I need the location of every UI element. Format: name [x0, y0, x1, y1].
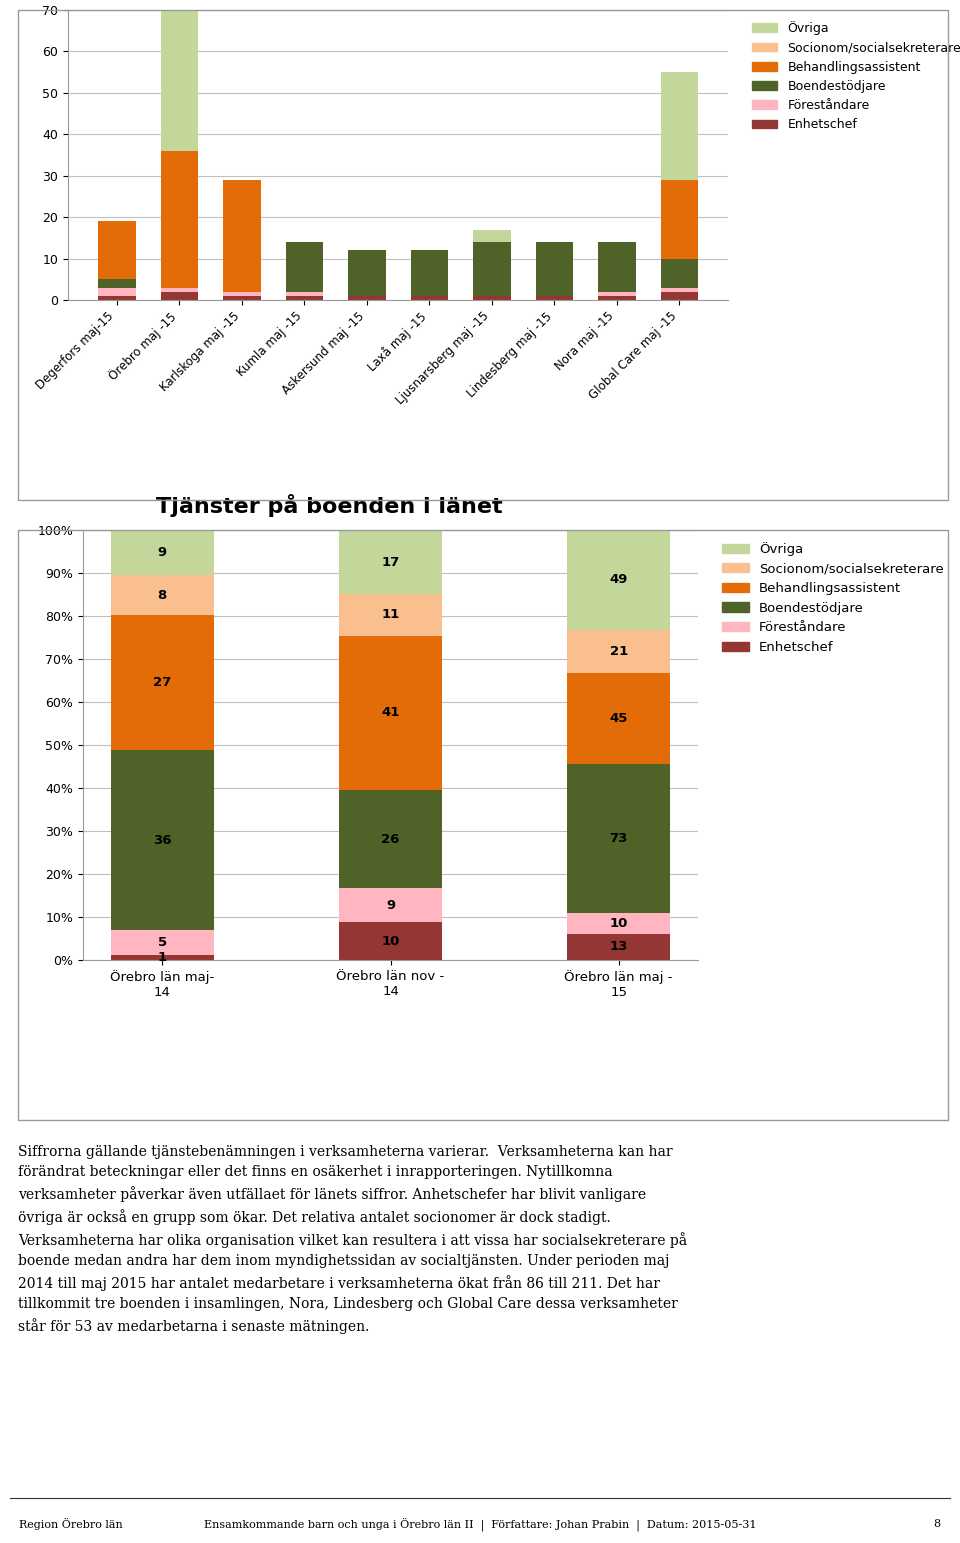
Bar — [348, 250, 386, 296]
Text: Siffrorna gällande tjänstebenämningen i verksamheterna varierar.  Verksamheterna: Siffrorna gällande tjänstebenämningen i … — [18, 1145, 687, 1335]
Text: 13: 13 — [610, 940, 628, 954]
Bar — [339, 594, 442, 636]
Bar — [98, 296, 135, 299]
Text: 26: 26 — [381, 833, 399, 846]
Bar — [536, 242, 573, 296]
Bar — [111, 529, 214, 576]
Text: 27: 27 — [154, 676, 172, 690]
Text: 10: 10 — [610, 917, 628, 930]
Bar — [411, 250, 448, 296]
Text: 1: 1 — [157, 950, 167, 964]
Bar — [473, 296, 511, 299]
Bar — [660, 181, 698, 259]
Bar — [111, 576, 214, 616]
Legend: Övriga, Socionom/socialsekreterare, Behandlingsassistent, Boendestödjare, Förest: Övriga, Socionom/socialsekreterare, Beha… — [717, 537, 949, 659]
Title: Tjänster på boenden i länet: Tjänster på boenden i länet — [156, 494, 502, 517]
Bar — [660, 73, 698, 181]
Bar — [567, 673, 670, 764]
Text: 36: 36 — [153, 833, 172, 847]
Bar — [598, 296, 636, 299]
Text: Ensamkommande barn och unga i Örebro län II  |  Författare: Johan Prabin  |  Dat: Ensamkommande barn och unga i Örebro län… — [204, 1518, 756, 1531]
Bar — [98, 221, 135, 279]
Bar — [660, 292, 698, 299]
Bar — [285, 292, 323, 296]
Bar — [339, 923, 442, 960]
Bar — [567, 913, 670, 934]
Bar — [111, 930, 214, 955]
Bar — [348, 296, 386, 299]
Bar — [598, 292, 636, 296]
Text: 49: 49 — [610, 574, 628, 586]
Bar — [285, 296, 323, 299]
Bar — [160, 151, 198, 287]
Bar — [223, 181, 260, 292]
Bar — [111, 750, 214, 930]
Bar — [98, 287, 135, 296]
Bar — [285, 242, 323, 292]
Text: 11: 11 — [381, 608, 399, 622]
Bar — [339, 636, 442, 790]
Bar — [98, 279, 135, 287]
Text: Region Örebro län: Region Örebro län — [19, 1518, 123, 1531]
Bar — [339, 790, 442, 889]
Text: 45: 45 — [610, 711, 628, 725]
Text: 73: 73 — [610, 832, 628, 846]
Text: 8: 8 — [157, 588, 167, 602]
Bar — [339, 529, 442, 594]
Bar — [160, 287, 198, 292]
Bar — [223, 296, 260, 299]
Bar — [111, 616, 214, 750]
Text: 8: 8 — [934, 1520, 941, 1529]
Bar — [660, 259, 698, 287]
Bar — [339, 889, 442, 923]
Bar — [567, 934, 670, 960]
Bar — [160, 0, 198, 151]
Text: 9: 9 — [157, 546, 167, 559]
Bar — [536, 296, 573, 299]
Bar — [567, 529, 670, 630]
Bar — [567, 630, 670, 673]
Bar — [567, 764, 670, 913]
Text: 41: 41 — [381, 707, 399, 719]
Bar — [660, 287, 698, 292]
Text: 17: 17 — [381, 555, 399, 568]
Text: 21: 21 — [610, 645, 628, 657]
Legend: Övriga, Socionom/socialsekreterare, Behandlingsassistent, Boendestödjare, Förest: Övriga, Socionom/socialsekreterare, Beha… — [748, 17, 960, 136]
Bar — [160, 292, 198, 299]
Bar — [473, 242, 511, 296]
Bar — [411, 296, 448, 299]
Bar — [473, 230, 511, 242]
Bar — [598, 242, 636, 292]
Bar — [223, 292, 260, 296]
Text: 5: 5 — [157, 937, 167, 949]
Text: 9: 9 — [386, 900, 396, 912]
Text: 10: 10 — [381, 935, 399, 947]
Bar — [111, 955, 214, 960]
